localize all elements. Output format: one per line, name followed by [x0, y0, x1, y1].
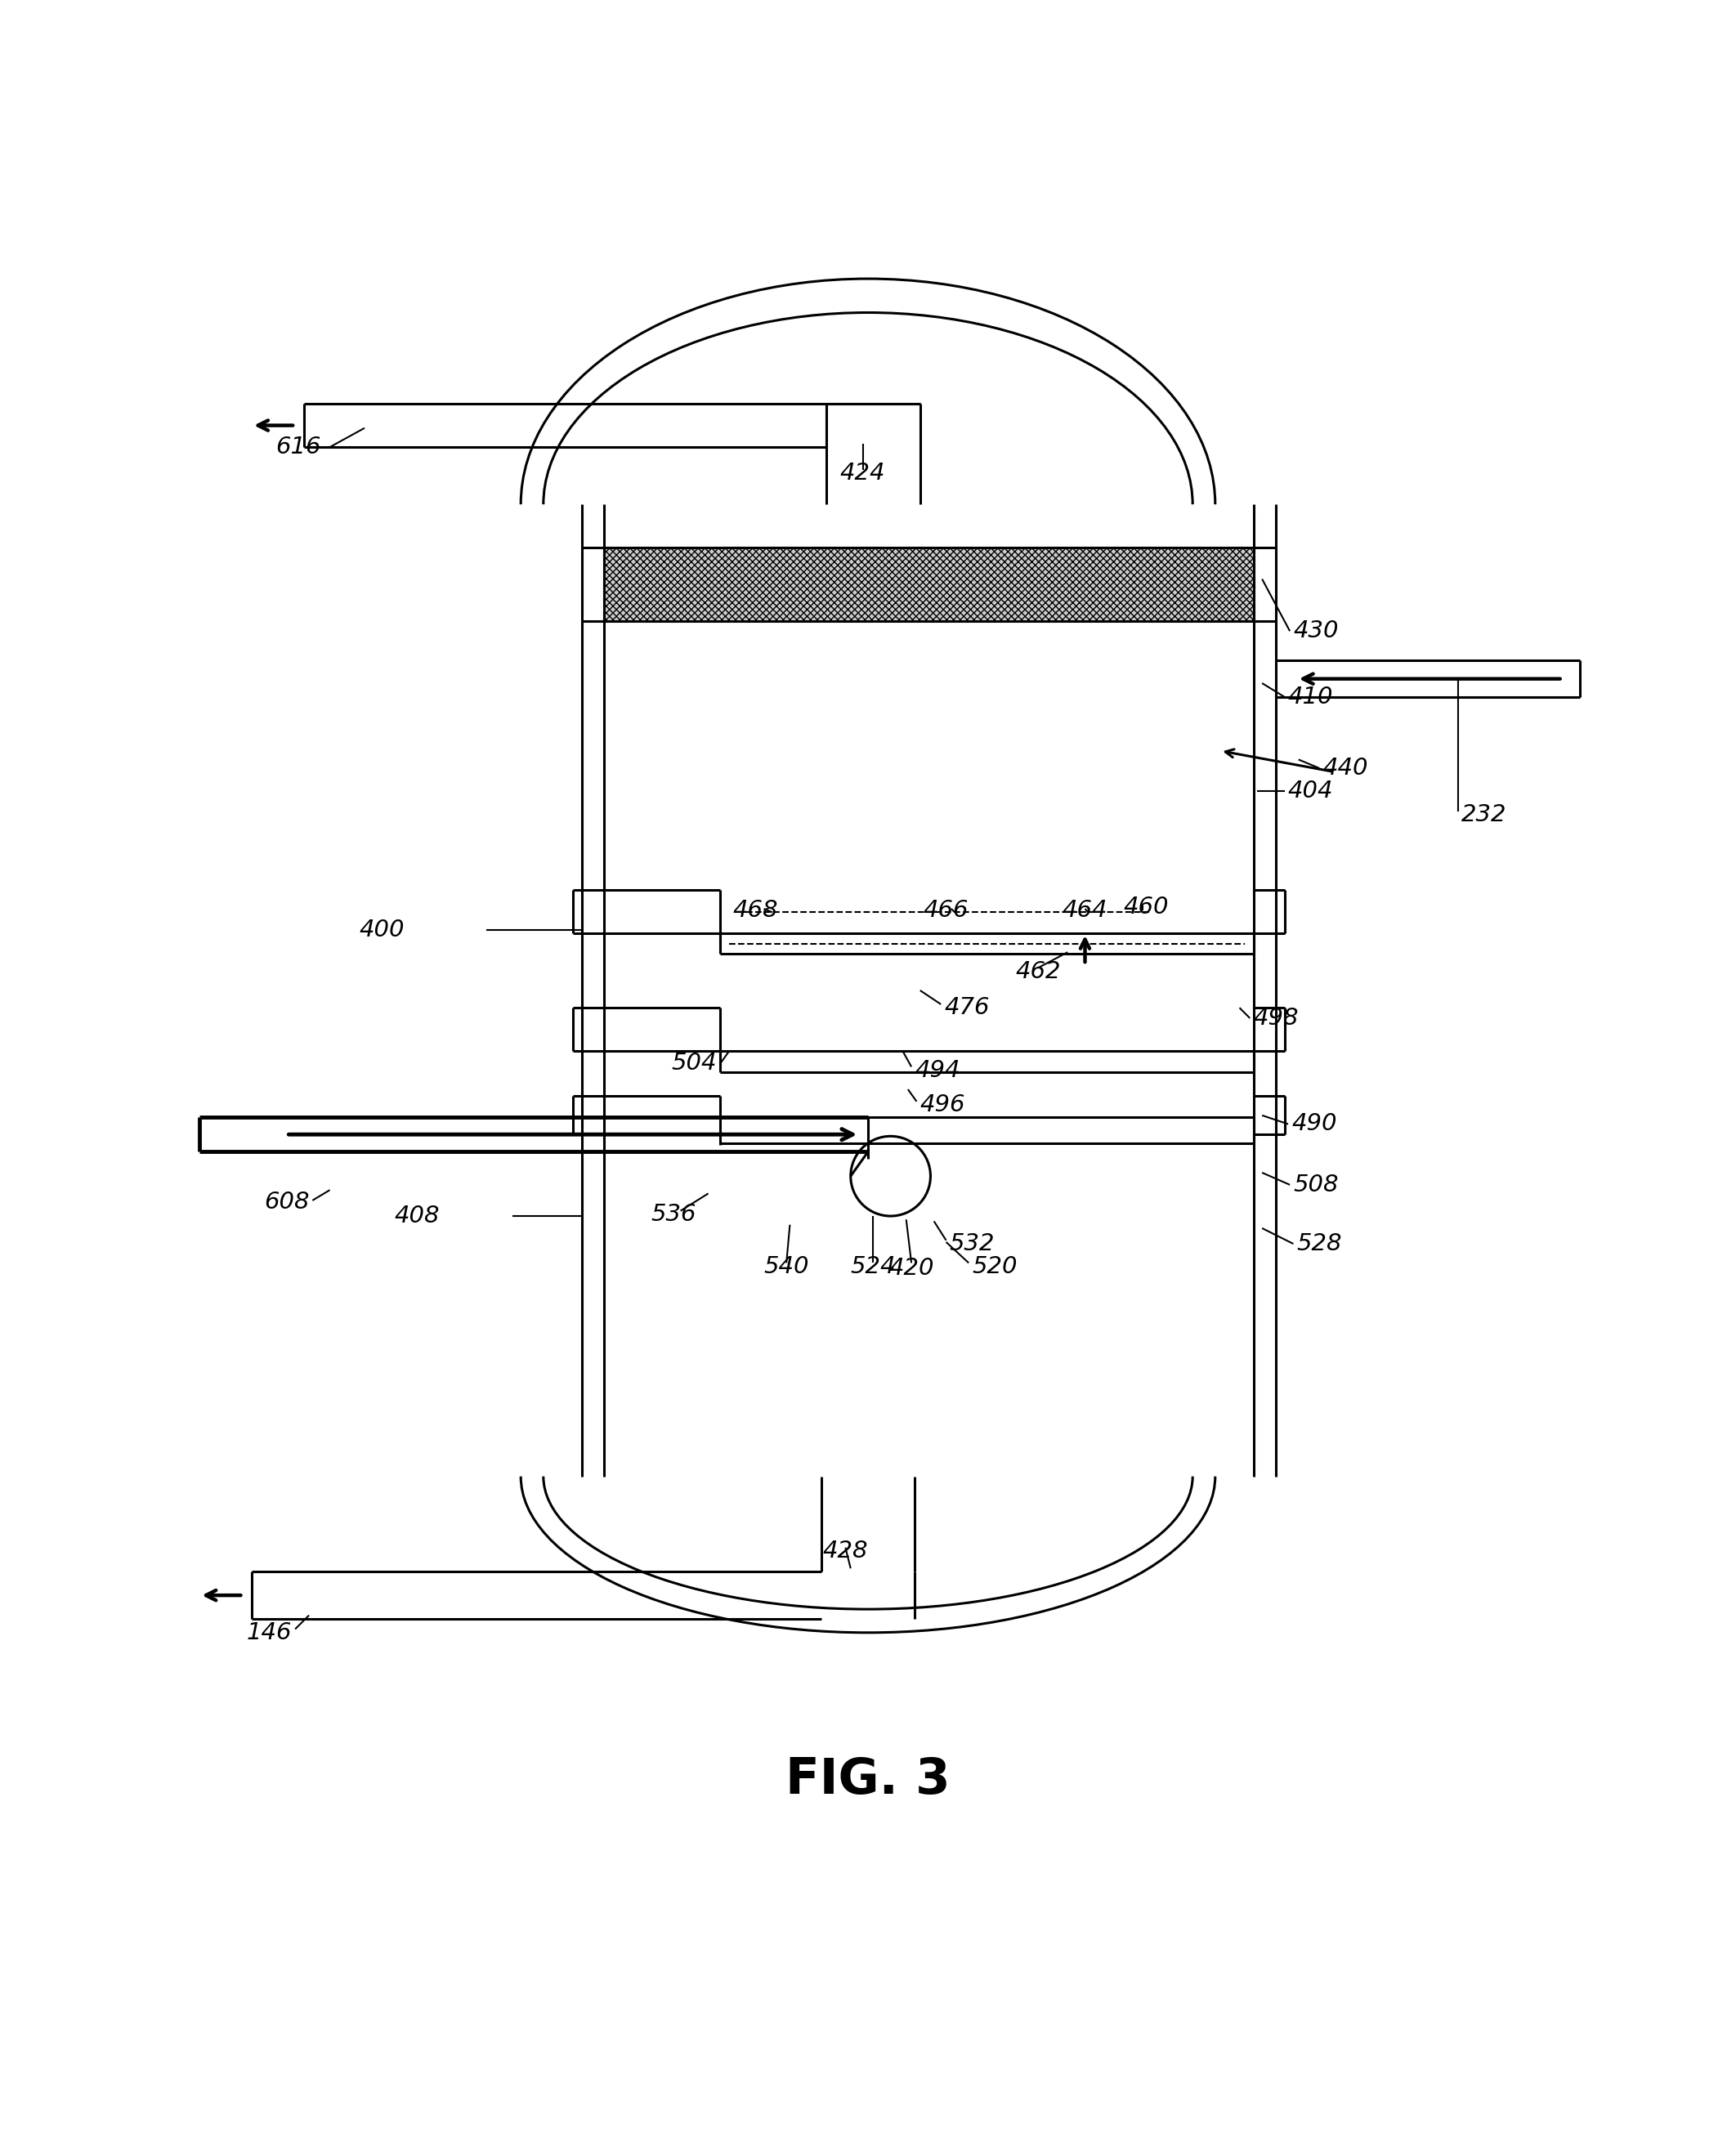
Text: 440: 440	[1323, 756, 1368, 780]
Text: 146: 146	[247, 1622, 292, 1643]
Text: 508: 508	[1293, 1173, 1338, 1197]
Text: 468: 468	[733, 900, 778, 921]
Text: 410: 410	[1288, 686, 1333, 709]
Text: 428: 428	[823, 1539, 868, 1562]
Text: 616: 616	[276, 436, 321, 459]
Text: 476: 476	[944, 996, 990, 1019]
Text: 460: 460	[1123, 895, 1168, 919]
Text: 408: 408	[394, 1205, 439, 1227]
Text: 494: 494	[915, 1058, 960, 1081]
Text: 464: 464	[1062, 900, 1108, 921]
Bar	[604, 547, 1253, 620]
Text: 504: 504	[672, 1051, 717, 1075]
Text: 420: 420	[889, 1257, 934, 1280]
Text: 430: 430	[1293, 620, 1338, 643]
Text: FIG. 3: FIG. 3	[786, 1757, 950, 1804]
Text: 400: 400	[359, 919, 404, 940]
Text: 528: 528	[1297, 1233, 1342, 1254]
Text: 232: 232	[1462, 804, 1507, 827]
Text: 466: 466	[924, 900, 969, 921]
Text: 532: 532	[950, 1233, 995, 1254]
Text: 608: 608	[264, 1190, 309, 1214]
Text: 536: 536	[651, 1203, 696, 1227]
Text: 498: 498	[1253, 1007, 1299, 1030]
Text: 424: 424	[840, 462, 885, 485]
Text: 520: 520	[972, 1254, 1017, 1278]
Text: 462: 462	[1016, 960, 1061, 983]
Text: 490: 490	[1292, 1113, 1337, 1135]
Text: 496: 496	[920, 1094, 965, 1116]
Text: 524: 524	[851, 1254, 896, 1278]
Text: 540: 540	[764, 1254, 809, 1278]
Text: 404: 404	[1288, 780, 1333, 801]
